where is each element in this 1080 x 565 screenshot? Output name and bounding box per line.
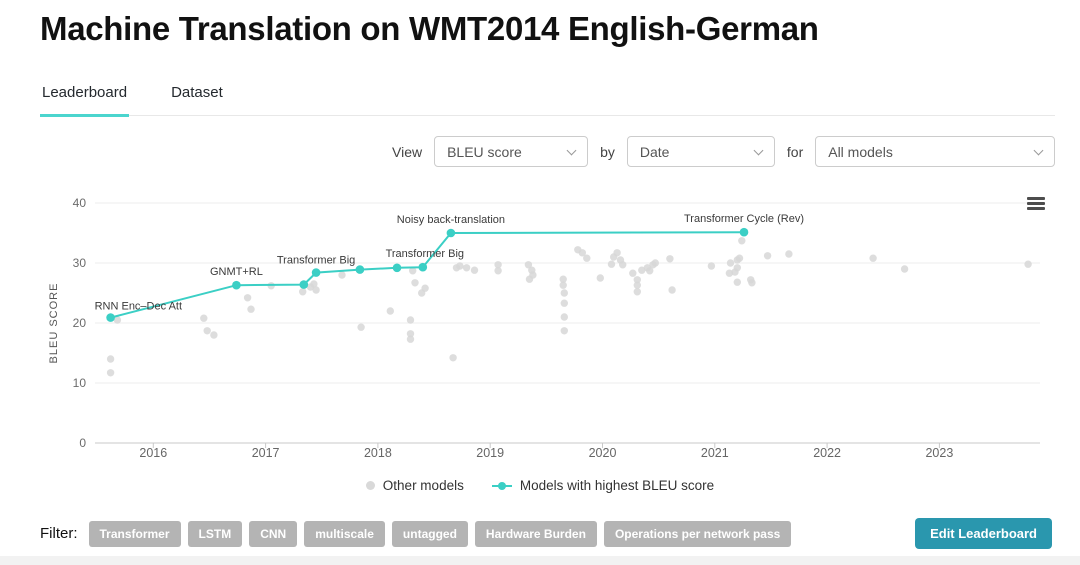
svg-text:Transformer Cycle (Rev): Transformer Cycle (Rev) (684, 213, 804, 225)
svg-text:2018: 2018 (364, 446, 392, 460)
chart-controls: View BLEU score by Date for All models (392, 136, 1055, 167)
legend-highest-bleu-label: Models with highest BLEU score (519, 478, 715, 493)
svg-text:2023: 2023 (925, 446, 953, 460)
page-title: Machine Translation on WMT2014 English-G… (40, 10, 819, 47)
svg-text:30: 30 (73, 256, 87, 270)
filter-label: Filter: (40, 525, 78, 542)
svg-text:2019: 2019 (476, 446, 504, 460)
svg-text:2020: 2020 (589, 446, 617, 460)
filter-tag-lstm[interactable]: LSTM (187, 520, 243, 547)
svg-text:0: 0 (79, 436, 86, 450)
tab-leaderboard[interactable]: Leaderboard (40, 76, 130, 117)
chevron-down-icon (1033, 145, 1044, 155)
svg-text:GNMT+RL: GNMT+RL (210, 266, 263, 278)
filter-tag-hardware-burden[interactable]: Hardware Burden (474, 520, 597, 547)
svg-text:10: 10 (73, 376, 87, 390)
view-label: View (392, 143, 423, 160)
metric-select-value: BLEU score (447, 143, 522, 160)
chart-legend: Other models Models with highest BLEU sc… (0, 478, 1080, 493)
metric-select[interactable]: BLEU score (434, 136, 589, 167)
tab-dataset[interactable]: Dataset (171, 84, 223, 101)
axis-select-value: Date (639, 143, 670, 160)
filter-tag-cnn[interactable]: CNN (249, 520, 298, 547)
legend-other-models[interactable]: Other models (365, 478, 464, 493)
svg-text:2022: 2022 (813, 446, 841, 460)
svg-text:BLEU SCORE: BLEU SCORE (48, 283, 60, 364)
axis-select[interactable]: Date (626, 136, 775, 167)
svg-text:2021: 2021 (701, 446, 729, 460)
edit-leaderboard-button[interactable]: Edit Leaderboard (915, 518, 1052, 549)
svg-text:40: 40 (73, 196, 87, 210)
teal-line-dot-swatch (491, 481, 512, 490)
svg-text:Noisy back-translation: Noisy back-translation (397, 214, 505, 226)
legend-other-models-label: Other models (382, 478, 464, 493)
for-label: for (786, 143, 804, 160)
models-select-value: All models (828, 143, 893, 160)
filter-tag-untagged[interactable]: untagged (391, 520, 468, 547)
filter-tag-list: Transformer LSTM CNN multiscale untagged Hard… (88, 520, 792, 547)
bottom-bar: Filter: Transformer LSTM CNN multiscale unta… (40, 518, 1052, 549)
svg-text:Transformer Big: Transformer Big (277, 255, 355, 267)
chart-canvas: 0 10 20 30 40 2016 2017 2018 2019 2020 2021 2022 202… (48, 196, 1040, 460)
legend-highest-bleu[interactable]: Models with highest BLEU score (491, 478, 715, 493)
bottom-strip (0, 556, 1080, 565)
chevron-down-icon (566, 145, 577, 155)
by-label: by (600, 143, 615, 160)
chevron-down-icon (753, 145, 764, 155)
bleu-score-chart[interactable]: 0 10 20 30 40 2016 2017 2018 2019 2020 2021 2022 202… (0, 185, 1080, 477)
svg-text:20: 20 (73, 316, 87, 330)
svg-text:RNN Enc–Dec Att: RNN Enc–Dec Att (95, 301, 182, 313)
filter-tag-multiscale[interactable]: multiscale (304, 520, 385, 547)
svg-text:2017: 2017 (252, 446, 280, 460)
gray-dot-swatch (365, 481, 375, 490)
hamburger-icon[interactable] (1027, 197, 1045, 210)
svg-text:2016: 2016 (139, 446, 167, 460)
models-select[interactable]: All models (815, 136, 1055, 167)
filter-tag-operations-per-network-pass[interactable]: Operations per network pass (603, 520, 792, 547)
tab-bar: Leaderboard Dataset (40, 76, 1055, 117)
filter-tag-transformer[interactable]: Transformer (88, 520, 181, 547)
svg-text:Transformer Big: Transformer Big (386, 248, 464, 260)
